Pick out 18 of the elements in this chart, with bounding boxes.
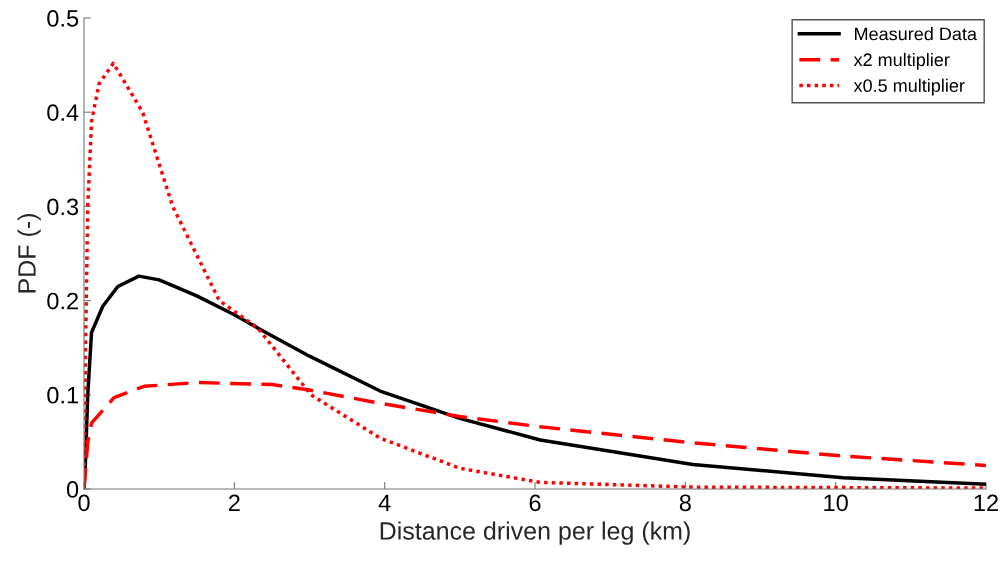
y-tick-label: 0.4 <box>47 104 79 121</box>
legend-label: x2 multiplier <box>853 52 950 70</box>
x-tick-label: 4 <box>378 494 391 511</box>
y-tick-label: 0.1 <box>47 386 78 404</box>
x-tick-label: 2 <box>228 494 240 511</box>
y-tick-label: 0.2 <box>47 292 78 310</box>
y-axis-title: PDF (-) <box>17 214 41 293</box>
x-tick-label: 12 <box>974 494 998 511</box>
y-tick-label: 0.3 <box>47 198 79 216</box>
x-tick-label: 10 <box>824 494 848 512</box>
legend-label: x0.5 multiplier <box>853 78 965 96</box>
x-tick-label: 6 <box>529 494 541 512</box>
x-tick-label: 8 <box>679 494 691 512</box>
x-axis-title: Distance driven per leg (km) <box>380 521 690 545</box>
x-tick-label: 0 <box>78 494 90 512</box>
y-tick-label: 0.5 <box>47 10 79 27</box>
legend-label: Measured Data <box>855 27 977 41</box>
y-tick-label: 0 <box>66 481 79 498</box>
